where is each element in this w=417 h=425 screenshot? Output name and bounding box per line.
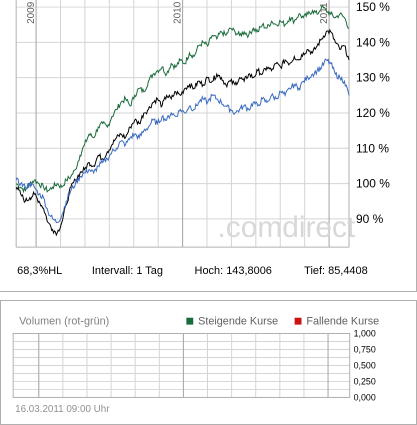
series-line-1: [15, 28, 350, 237]
y-tick-label: 100 %: [356, 177, 390, 191]
stat-interval: Intervall: 1 Tag: [92, 265, 163, 277]
volume-y-tick-labels: 1,000 0,750 0,500 0,250 0,000: [354, 328, 376, 402]
y-tick-label: 120 %: [356, 106, 390, 120]
volume-frame: [12, 332, 351, 398]
y-tick-label: 140 %: [356, 35, 390, 49]
volume-grid: [12, 332, 351, 398]
series-line-0: [15, 4, 350, 194]
volume-title: Volumen (rot-grün): [19, 316, 109, 328]
volume-chart: Volumen (rot-grün) Steigende Kurse Falle…: [0, 300, 417, 425]
volume-y-tick-label: 0,750: [354, 344, 376, 354]
timestamp: 16.03.2011 09:00 Uhr: [15, 404, 110, 415]
volume-legend: Steigende Kurse Fallende Kurse: [186, 316, 379, 328]
price-chart-grid: [15, 0, 350, 248]
y-tick-labels: 90 % 100 % 110 % 120 % 130 % 140 % 150 %: [356, 0, 390, 226]
y-tick-label: 130 %: [356, 71, 390, 85]
y-tick-label: 150 %: [356, 0, 390, 14]
chart-stats: 68,3%HL Intervall: 1 Tag Hoch: 143,8006 …: [17, 265, 368, 277]
stat-high: Hoch: 143,8006: [195, 265, 272, 277]
legend-label-rising: Steigende Kurse: [198, 316, 278, 328]
legend-label-falling: Fallende Kurse: [306, 316, 379, 328]
volume-y-tick-label: 0,500: [354, 360, 376, 370]
price-lines: [15, 4, 350, 237]
legend-swatch-rising: [186, 317, 194, 325]
series-line-2: [15, 58, 350, 224]
volume-y-tick-label: 1,000: [354, 328, 376, 338]
x-tick-label: 2010: [173, 1, 184, 24]
stat-low: Tief: 85,4408: [304, 265, 368, 277]
x-tick-labels: 2009 2010 2011: [26, 1, 330, 24]
watermark: .comdirect: [217, 211, 355, 244]
stat-hl: 68,3%HL: [17, 265, 62, 277]
price-chart: .comdirect 2009 2010 2011 90 % 100 % 110 % 12…: [0, 0, 417, 292]
y-tick-label: 110 %: [356, 141, 389, 155]
legend-swatch-falling: [294, 317, 302, 325]
x-tick-label: 2009: [26, 1, 37, 24]
volume-y-tick-label: 0,250: [354, 376, 376, 386]
volume-y-tick-label: 0,000: [354, 392, 376, 402]
x-tick-label: 2011: [319, 2, 330, 24]
y-tick-label: 90 %: [356, 212, 384, 226]
